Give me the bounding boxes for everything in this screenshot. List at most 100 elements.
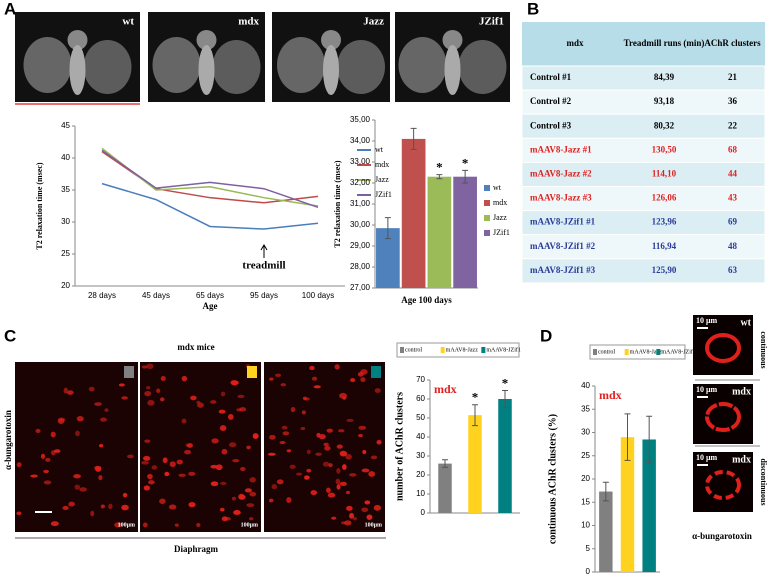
image-label: mdx: [732, 454, 751, 465]
side-label: discontinuous: [759, 458, 768, 505]
y-tick-label: 35,00: [350, 115, 371, 124]
y-tick-label: 20: [61, 281, 70, 290]
y-tick-label: 10: [416, 489, 425, 498]
error-bar: [646, 415, 653, 464]
legend-label: JZif1: [375, 190, 392, 199]
cluster: [168, 504, 177, 510]
scale-label: 100μm: [241, 522, 258, 528]
y-tick-label: 35: [61, 185, 70, 194]
cluster: [368, 471, 376, 477]
cluster: [286, 449, 292, 453]
cluster: [30, 474, 38, 478]
image-label: wt: [122, 16, 134, 28]
y-tick-label: 20: [581, 474, 590, 483]
y-tick-label: 45: [61, 121, 70, 130]
significance: *: [436, 160, 443, 175]
cluster: [269, 377, 274, 381]
cluster: [268, 498, 274, 503]
y-tick-label: 35: [581, 404, 590, 413]
cluster: [121, 396, 128, 400]
table-cell: 116,94: [652, 241, 677, 251]
cluster: [118, 383, 125, 387]
error-bar: [602, 481, 609, 502]
muscle: [152, 37, 201, 93]
y-tick-label: 28,00: [350, 262, 371, 271]
cluster: [324, 445, 331, 451]
cluster: [360, 377, 366, 383]
y-axis-label: number of AChR clusters: [394, 392, 405, 501]
cluster: [336, 484, 341, 490]
cluster: [141, 365, 148, 369]
table-cell: 48: [728, 241, 738, 251]
annotation: mdx: [434, 382, 457, 396]
cluster: [346, 505, 353, 511]
table-cell: 69: [728, 217, 738, 227]
table-cell: 125,90: [652, 265, 677, 275]
side-label: α-bungarotoxin: [3, 410, 13, 470]
cluster: [358, 433, 363, 438]
table-cell: 21: [728, 72, 738, 82]
cluster: [176, 459, 183, 465]
cluster: [94, 402, 102, 406]
cluster: [338, 429, 345, 433]
cluster: [313, 385, 321, 389]
significance: *: [502, 375, 509, 390]
cluster: [309, 365, 315, 371]
cluster: [79, 487, 87, 492]
line: [101, 149, 319, 208]
cluster: [188, 471, 196, 476]
error-bar: [436, 174, 443, 180]
cluster: [275, 373, 282, 378]
bone: [196, 30, 217, 50]
arrow-head: [260, 244, 268, 251]
cluster: [276, 479, 284, 485]
cluster: [190, 395, 197, 401]
cluster: [281, 425, 288, 430]
cluster: [40, 453, 46, 459]
legend-label: control: [405, 347, 422, 353]
muscle: [398, 37, 447, 93]
cluster: [75, 430, 80, 437]
cluster: [144, 439, 151, 443]
cluster: [249, 491, 257, 497]
cluster: [43, 480, 52, 485]
image-label: mdx: [238, 16, 259, 28]
cluster: [301, 410, 307, 415]
cluster: [289, 464, 296, 469]
legend-swatch: [481, 347, 486, 353]
cluster: [342, 464, 347, 470]
table-cell: 93,18: [654, 96, 675, 106]
scale-label: 100μm: [118, 522, 135, 528]
bone: [198, 45, 215, 95]
cluster: [246, 445, 251, 450]
cluster: [90, 510, 95, 517]
cluster: [362, 450, 367, 455]
table-cell: mAAV8-Jazz #1: [530, 144, 592, 154]
cluster: [376, 439, 382, 445]
cluster: [364, 500, 371, 505]
cluster: [349, 473, 357, 477]
cluster: [240, 467, 246, 472]
table-cell: 84,39: [654, 72, 675, 82]
cluster: [339, 481, 347, 486]
x-axis-label: Age 100 days: [401, 295, 452, 305]
cluster: [361, 468, 370, 473]
y-tick-label: 31,00: [350, 199, 371, 208]
cluster: [45, 457, 51, 462]
bottom-label: Diaphragm: [174, 544, 219, 554]
cluster: [361, 507, 369, 513]
cluster: [185, 443, 190, 447]
group-swatch: [247, 366, 257, 378]
table-cell: 68: [728, 144, 738, 154]
cluster: [227, 414, 234, 420]
cluster: [210, 481, 219, 487]
cluster: [99, 444, 104, 448]
cluster: [231, 496, 237, 501]
cluster: [286, 497, 292, 504]
y-tick-label: 25: [581, 451, 590, 460]
micrograph: [693, 452, 753, 512]
cluster: [249, 517, 254, 521]
image-label: JZif1: [479, 16, 504, 28]
cluster: [267, 452, 276, 456]
cluster: [100, 417, 107, 422]
